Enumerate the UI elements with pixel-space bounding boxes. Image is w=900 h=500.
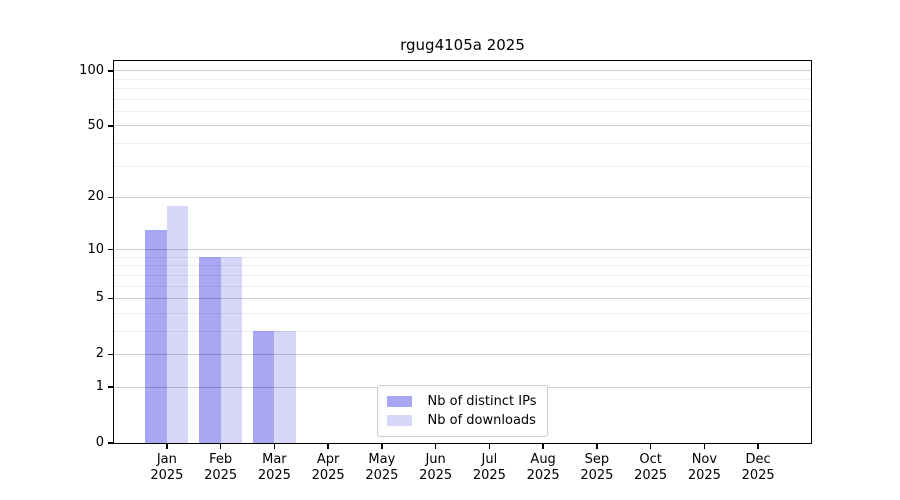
x-tick-mark [381,444,383,449]
x-tick-year: 2025 [150,468,184,483]
y-tick-mark [108,248,113,251]
gridline-minor [114,78,811,80]
x-tick-mark [488,444,491,449]
y-tick-mark [108,386,113,388]
x-tick-label-jan: Jan 2025 [135,452,199,484]
x-tick-label-apr: Apr 2025 [296,452,360,484]
x-tick-month: Dec [745,452,771,467]
x-tick-month: Mar [262,452,287,467]
x-tick-mark [596,444,598,449]
x-tick-mark [757,444,759,449]
y-tick-label: 20 [87,189,104,205]
x-tick-label-jul: Jul 2025 [457,452,521,484]
x-tick-label-may: May 2025 [350,452,414,484]
y-tick-label: 5 [95,290,104,306]
gridline-minor [114,98,811,100]
x-tick-label-oct: Oct 2025 [619,452,683,484]
bar-downloads [274,331,296,443]
y-tick-mark [108,70,113,72]
x-tick-year: 2025 [526,468,560,483]
bar-downloads [166,205,189,443]
chart-title: rgug4105a 2025 [400,36,525,54]
gridline-minor [114,165,811,167]
gridline-major [114,249,811,251]
x-tick-label-jun: Jun 2025 [404,452,468,484]
y-tick-mark [108,353,113,356]
gridline-major [114,70,811,72]
bar-distinct-ips [252,331,275,443]
x-tick-month: Jan [156,452,177,467]
gridline-minor [114,110,811,112]
y-tick-label: 1 [95,379,104,395]
legend-label-distinct-ips: Nb of distinct IPs [427,393,537,409]
x-tick-month: Sep [584,452,610,467]
x-tick-year: 2025 [311,468,345,483]
x-tick-year: 2025 [580,468,614,483]
x-tick-mark [327,444,329,449]
legend-entry-downloads: Nb of downloads [386,411,537,430]
x-tick-month: Jun [425,452,446,467]
bar-distinct-ips [145,230,167,443]
y-tick-mark [108,297,113,300]
plot-area: Nb of distinct IPs Nb of downloads [113,60,812,444]
legend-entry-distinct-ips: Nb of distinct IPs [386,392,537,411]
y-tick-mark [108,125,113,127]
x-tick-mark [542,444,544,449]
x-tick-month: Nov [691,452,718,467]
x-tick-mark [219,444,222,449]
x-tick-label-aug: Aug 2025 [511,452,575,484]
x-tick-mark [703,444,706,449]
x-tick-month: Jul [481,452,498,467]
x-tick-year: 2025 [365,468,399,483]
y-tick-label: 100 [79,62,104,78]
x-tick-year: 2025 [204,468,238,483]
x-tick-year: 2025 [687,468,721,483]
x-tick-mark [649,444,652,449]
x-tick-month: Oct [639,452,662,467]
gridline-major [114,125,811,127]
x-tick-month: May [368,452,396,467]
bar-downloads [220,257,243,443]
y-tick-label: 10 [87,241,104,257]
x-tick-month: Feb [209,452,233,467]
x-tick-year: 2025 [257,468,291,483]
x-tick-mark [166,444,168,449]
x-tick-label-mar: Mar 2025 [242,452,306,484]
legend: Nb of distinct IPs Nb of downloads [376,385,549,437]
x-tick-label-feb: Feb 2025 [189,452,253,484]
x-tick-year: 2025 [741,468,775,483]
x-tick-year: 2025 [634,468,668,483]
x-tick-mark [434,444,437,449]
gridline-major [114,196,811,198]
y-tick-label: 50 [87,117,104,133]
y-tick-label: 0 [95,435,104,450]
legend-swatch-distinct-ips [386,396,412,407]
x-tick-year: 2025 [419,468,453,483]
y-tick-mark [108,196,113,199]
legend-swatch-downloads [386,415,412,426]
gridline-minor [114,88,811,90]
x-tick-month: Aug [530,452,556,467]
y-tick-mark [108,442,113,444]
x-tick-year: 2025 [472,468,506,483]
bar-distinct-ips [199,257,221,443]
x-tick-month: Apr [316,452,340,467]
legend-label-downloads: Nb of downloads [427,412,536,428]
x-tick-label-nov: Nov 2025 [672,452,736,484]
x-tick-label-sep: Sep 2025 [565,452,629,484]
gridline-minor [114,142,811,144]
x-tick-mark [273,444,276,449]
y-tick-label: 2 [95,346,104,362]
x-tick-label-dec: Dec 2025 [726,452,790,484]
